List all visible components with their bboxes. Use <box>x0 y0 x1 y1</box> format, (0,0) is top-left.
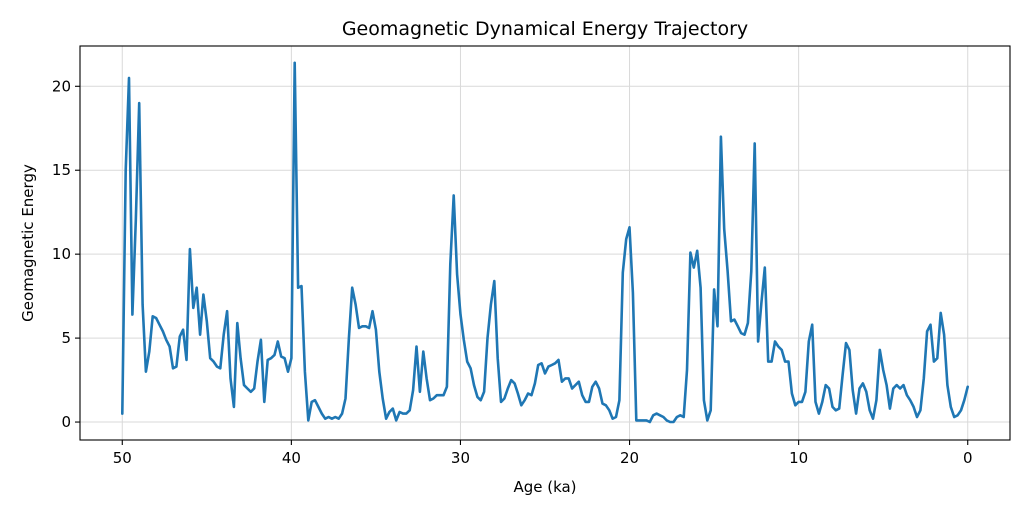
x-tick-label: 50 <box>113 449 132 467</box>
y-tick-label: 15 <box>52 161 71 179</box>
chart-title: Geomagnetic Dynamical Energy Trajectory <box>342 18 748 40</box>
x-tick-label: 30 <box>451 449 470 467</box>
x-tick-label: 10 <box>789 449 808 467</box>
series-line <box>121 61 970 424</box>
x-tick-label: 20 <box>620 449 639 467</box>
y-tick-label: 0 <box>61 413 71 431</box>
y-tick-label: 5 <box>61 329 71 347</box>
y-tick-label: 10 <box>52 245 71 263</box>
y-axis-label: Geomagnetic Energy <box>19 164 37 322</box>
x-tick-label: 0 <box>963 449 973 467</box>
x-axis-label: Age (ka) <box>513 478 576 496</box>
series-layer <box>121 61 970 424</box>
y-tick-label: 20 <box>52 77 71 95</box>
x-tick-label: 40 <box>282 449 301 467</box>
plot-frame <box>79 45 1011 441</box>
axis-ticks: 50 40 30 20 10 0 0 5 10 15 20 <box>52 77 973 467</box>
grid <box>80 46 1010 440</box>
